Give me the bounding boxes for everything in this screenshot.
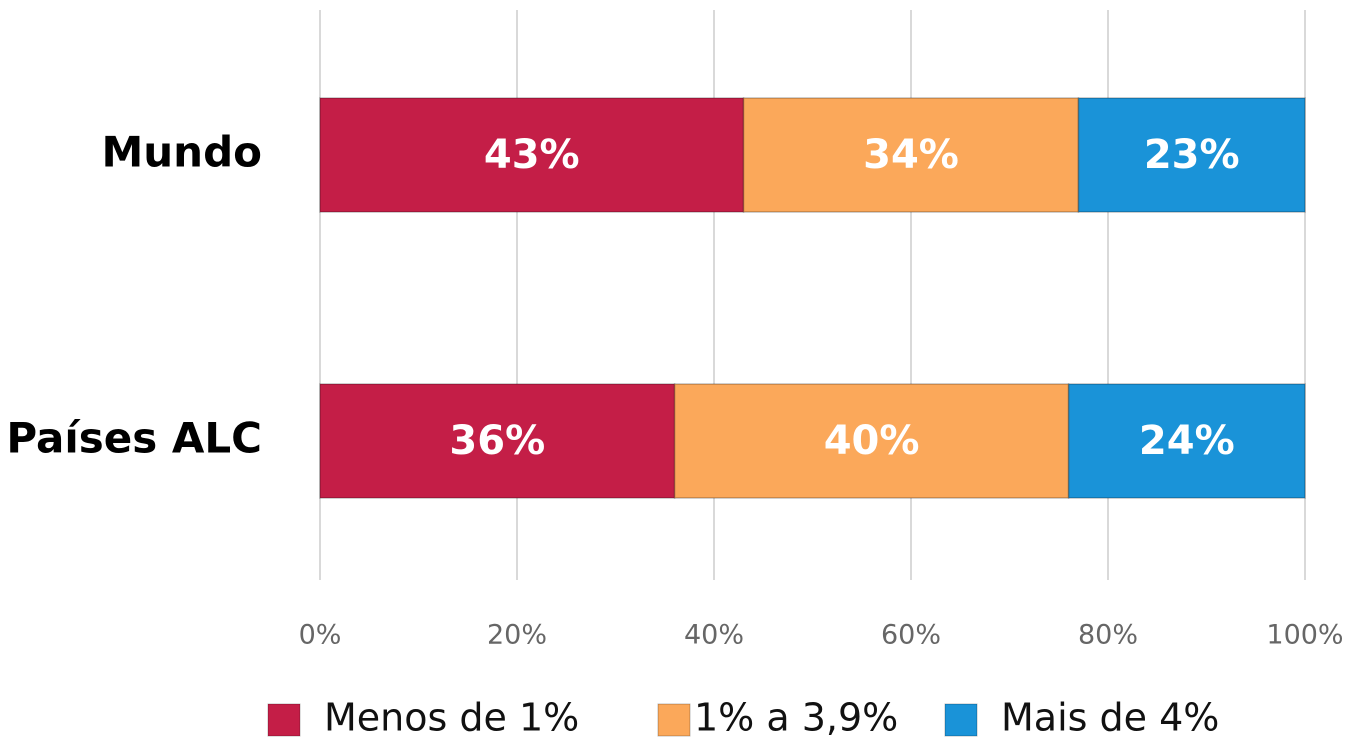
category-label: Países ALC [6, 414, 262, 463]
bar-segment [319, 97, 745, 213]
x-tick-label: 20% [487, 620, 547, 651]
legend-label: Mais de 4% [1001, 696, 1219, 740]
bar-segment [673, 383, 1070, 499]
legend-label: 1% a 3,9% [694, 696, 898, 740]
legend-swatch [944, 703, 978, 737]
value-label: 43% [484, 132, 580, 178]
x-tick-label: 80% [1078, 620, 1138, 651]
value-label: 40% [824, 418, 920, 464]
category-label: Mundo [101, 128, 262, 177]
x-tick-label: 100% [1266, 620, 1343, 651]
x-tick-label: 60% [881, 620, 941, 651]
legend-label: Menos de 1% [324, 696, 579, 740]
bar-segment [1077, 97, 1306, 213]
value-label: 24% [1139, 418, 1235, 464]
value-label: 34% [863, 132, 959, 178]
value-label: 23% [1144, 132, 1240, 178]
value-label: 36% [449, 418, 545, 464]
bar-segment [1067, 383, 1306, 499]
legend-swatch [657, 703, 691, 737]
x-tick-label: 40% [684, 620, 744, 651]
x-tick-label: 0% [299, 620, 342, 651]
bar-segment [319, 383, 676, 499]
legend-swatch [267, 703, 301, 737]
